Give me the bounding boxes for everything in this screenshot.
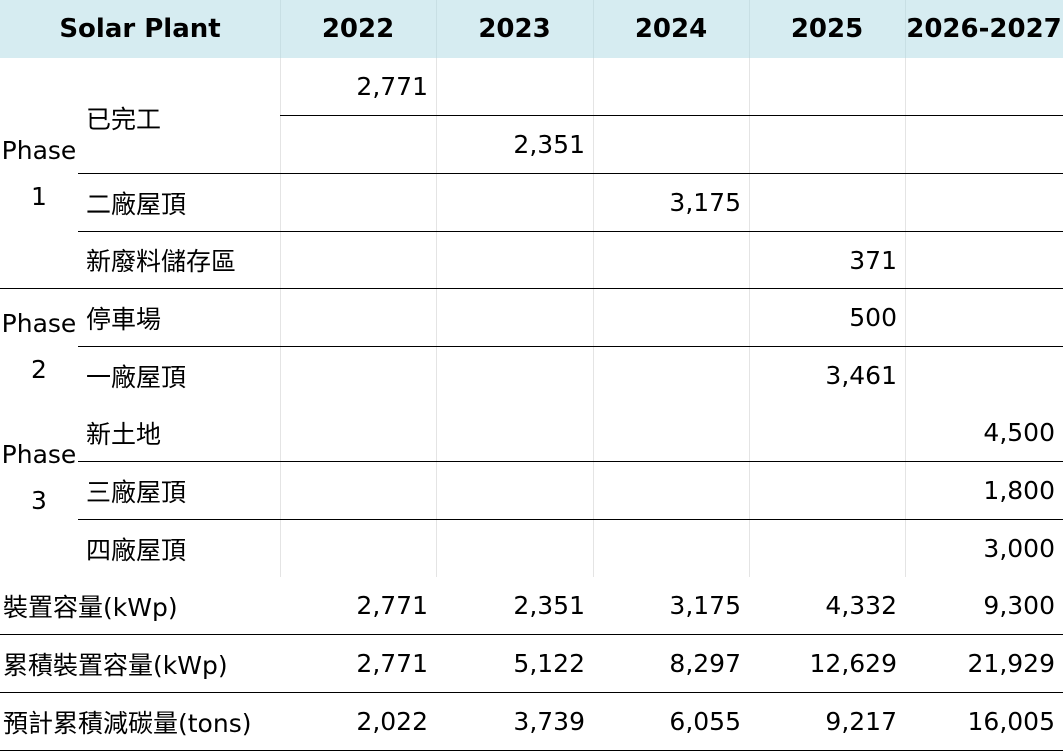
table-cell: 9,300 bbox=[983, 591, 1055, 620]
table-cell: 3,739 bbox=[513, 707, 585, 736]
row-divider bbox=[78, 231, 1063, 232]
table-cell: 6,055 bbox=[669, 707, 741, 736]
phase-label: Phase 1 bbox=[1, 136, 77, 211]
total-row-label: 預計累積減碳量(tons) bbox=[3, 708, 252, 738]
project-name: 停車場 bbox=[86, 304, 162, 334]
header-year: 2026-2027 bbox=[906, 14, 1062, 44]
table-cell: 16,005 bbox=[967, 707, 1055, 736]
header-divider bbox=[436, 0, 437, 58]
table-cell: 2,771 bbox=[356, 72, 428, 101]
project-name: 新廢料儲存區 bbox=[86, 247, 237, 276]
project-name: 四廠屋頂 bbox=[86, 535, 187, 565]
row-divider bbox=[0, 692, 1063, 693]
table-cell: 3,175 bbox=[669, 591, 741, 620]
project-name: 三廠屋頂 bbox=[86, 477, 187, 507]
column-divider bbox=[905, 58, 906, 577]
phase-label: Phase 3 bbox=[1, 440, 77, 515]
table-cell: 371 bbox=[849, 245, 897, 275]
row-divider bbox=[280, 115, 1063, 116]
total-row-label: 裝置容量(kWp) bbox=[3, 592, 178, 622]
column-divider bbox=[280, 58, 281, 577]
header-year: 2023 bbox=[478, 14, 551, 44]
column-divider bbox=[436, 58, 437, 577]
table-cell: 5,122 bbox=[513, 649, 585, 678]
header-year: 2025 bbox=[790, 14, 864, 44]
header-divider bbox=[280, 0, 281, 58]
table-cell: 2,771 bbox=[356, 591, 428, 620]
table-cell: 2,351 bbox=[513, 130, 585, 159]
row-divider bbox=[78, 519, 1063, 520]
table-cell: 4,332 bbox=[825, 591, 897, 620]
header-divider bbox=[749, 0, 750, 58]
table-cell: 8,297 bbox=[669, 649, 741, 678]
phase-divider bbox=[0, 288, 1063, 289]
project-name: 新土地 bbox=[86, 420, 162, 449]
table-cell: 4,500 bbox=[983, 418, 1055, 447]
table-header bbox=[0, 0, 1063, 58]
table-cell: 3,461 bbox=[825, 361, 897, 390]
table-cell: 12,629 bbox=[809, 649, 897, 678]
header-divider bbox=[905, 0, 906, 58]
column-divider bbox=[593, 58, 594, 577]
header-label: Solar Plant bbox=[59, 14, 221, 44]
row-divider bbox=[0, 634, 1063, 635]
project-name: 一廠屋頂 bbox=[86, 362, 187, 392]
header-year: 2024 bbox=[634, 14, 708, 44]
table-cell: 1,800 bbox=[983, 476, 1055, 505]
row-divider bbox=[78, 173, 1063, 174]
table-cell: 3,175 bbox=[669, 188, 741, 217]
table-cell: 2,351 bbox=[513, 591, 585, 620]
table-cell: 9,217 bbox=[825, 707, 897, 736]
header-divider bbox=[593, 0, 594, 58]
header-year: 2022 bbox=[321, 14, 395, 44]
total-row-label: 累積裝置容量(kWp) bbox=[3, 650, 228, 680]
column-divider bbox=[749, 58, 750, 577]
project-name: 已完工 bbox=[86, 105, 162, 134]
table-cell: 2,022 bbox=[356, 707, 428, 736]
row-divider bbox=[0, 750, 1063, 751]
table-cell: 2,771 bbox=[356, 649, 428, 678]
table-cell: 3,000 bbox=[983, 534, 1055, 563]
row-divider bbox=[78, 461, 1063, 462]
row-divider bbox=[78, 346, 1063, 347]
phase-label: Phase 2 bbox=[1, 309, 77, 384]
table-cell: 21,929 bbox=[967, 649, 1055, 678]
project-name: 二廠屋頂 bbox=[86, 189, 187, 219]
table-cell: 500 bbox=[849, 303, 897, 332]
